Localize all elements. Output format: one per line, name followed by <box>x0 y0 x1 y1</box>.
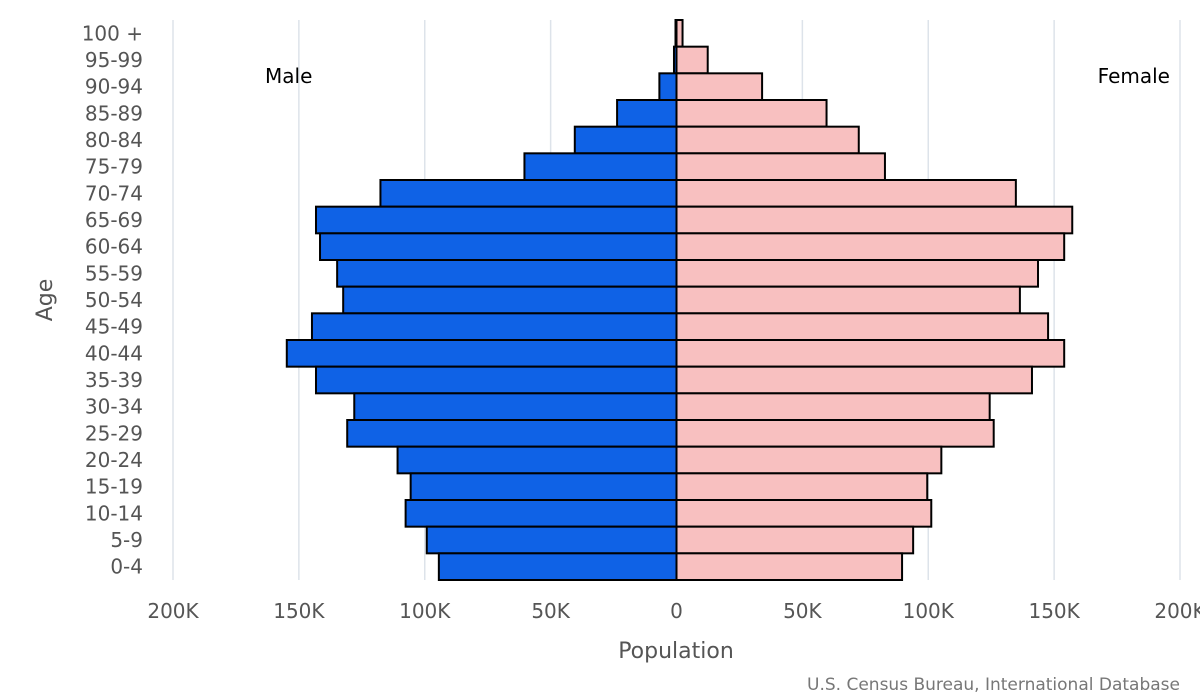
male-bar[interactable] <box>425 525 678 555</box>
female-bar[interactable] <box>675 472 929 502</box>
male-bar[interactable] <box>346 419 678 448</box>
x-axis-ticks: 200K 150K 100K 50K 0 50K 100K 150K 200K <box>147 599 1200 623</box>
x-tick-label: 150K <box>273 599 325 623</box>
female-bar[interactable] <box>675 99 828 128</box>
x-tick-label: 200K <box>147 599 199 623</box>
x-tick-label: 0 <box>670 599 683 623</box>
male-bar[interactable] <box>353 392 678 422</box>
y-tick-label: 75-79 <box>85 155 143 179</box>
bars <box>285 19 1074 581</box>
male-bar[interactable] <box>404 499 678 528</box>
male-bar[interactable] <box>573 125 678 155</box>
male-bar[interactable] <box>314 365 678 395</box>
male-label: Male <box>265 64 312 88</box>
female-bar[interactable] <box>675 205 1074 235</box>
source-credit: U.S. Census Bureau, International Databa… <box>807 675 1180 695</box>
male-bar[interactable] <box>437 552 678 581</box>
female-bar[interactable] <box>675 45 709 75</box>
x-axis-title: Population <box>618 639 734 664</box>
male-bar[interactable] <box>409 472 678 502</box>
x-tick-label: 100K <box>399 599 451 623</box>
y-tick-label: 0-4 <box>110 555 143 579</box>
male-bar[interactable] <box>336 259 678 288</box>
male-bar[interactable] <box>658 72 678 102</box>
female-bar[interactable] <box>675 525 915 555</box>
female-bar[interactable] <box>675 419 995 448</box>
female-bar[interactable] <box>675 445 943 475</box>
male-bar[interactable] <box>319 232 678 261</box>
female-bar[interactable] <box>675 499 933 528</box>
female-bar[interactable] <box>675 152 886 181</box>
y-tick-label: 30-34 <box>85 395 143 419</box>
female-bar[interactable] <box>675 125 860 155</box>
female-bar[interactable] <box>675 339 1066 368</box>
male-bar[interactable] <box>314 205 678 235</box>
y-tick-label: 10-14 <box>85 501 143 525</box>
female-bar[interactable] <box>675 259 1040 288</box>
y-tick-label: 95-99 <box>85 48 143 72</box>
male-bar[interactable] <box>379 179 678 208</box>
male-bar[interactable] <box>523 152 678 181</box>
y-tick-label: 35-39 <box>85 368 143 392</box>
male-bar[interactable] <box>310 312 678 342</box>
male-bar[interactable] <box>616 99 678 128</box>
y-tick-label: 55-59 <box>85 261 143 285</box>
y-tick-label: 45-49 <box>85 315 143 339</box>
x-tick-label: 50K <box>783 599 822 623</box>
y-tick-label: 5-9 <box>110 528 143 552</box>
y-tick-label: 20-24 <box>85 448 143 472</box>
female-bar[interactable] <box>675 552 904 581</box>
female-label: Female <box>1098 64 1170 88</box>
y-tick-label: 60-64 <box>85 235 143 259</box>
y-tick-label: 100 + <box>82 21 143 45</box>
female-bar[interactable] <box>675 392 991 422</box>
y-tick-label: 65-69 <box>85 208 143 232</box>
y-tick-label: 80-84 <box>85 128 143 152</box>
male-bar[interactable] <box>396 445 678 475</box>
y-tick-label: 85-89 <box>85 101 143 125</box>
y-tick-label: 40-44 <box>85 341 143 365</box>
y-tick-label: 70-74 <box>85 181 143 205</box>
x-tick-label: 50K <box>531 599 570 623</box>
x-tick-label: 100K <box>903 599 955 623</box>
female-bar[interactable] <box>675 232 1066 261</box>
y-tick-label: 15-19 <box>85 475 143 499</box>
y-tick-label: 25-29 <box>85 421 143 445</box>
y-axis-title: Age <box>33 279 58 322</box>
female-bar[interactable] <box>675 285 1021 315</box>
female-bar[interactable] <box>675 312 1050 342</box>
x-tick-label: 150K <box>1028 599 1080 623</box>
x-tick-label: 200K <box>1154 599 1200 623</box>
female-bar[interactable] <box>675 19 684 48</box>
female-bar[interactable] <box>675 179 1017 208</box>
male-bar[interactable] <box>285 339 678 368</box>
y-tick-label: 50-54 <box>85 288 143 312</box>
female-bar[interactable] <box>675 365 1033 395</box>
male-bar[interactable] <box>342 285 678 315</box>
y-tick-label: 90-94 <box>85 75 143 99</box>
female-bar[interactable] <box>675 72 764 102</box>
